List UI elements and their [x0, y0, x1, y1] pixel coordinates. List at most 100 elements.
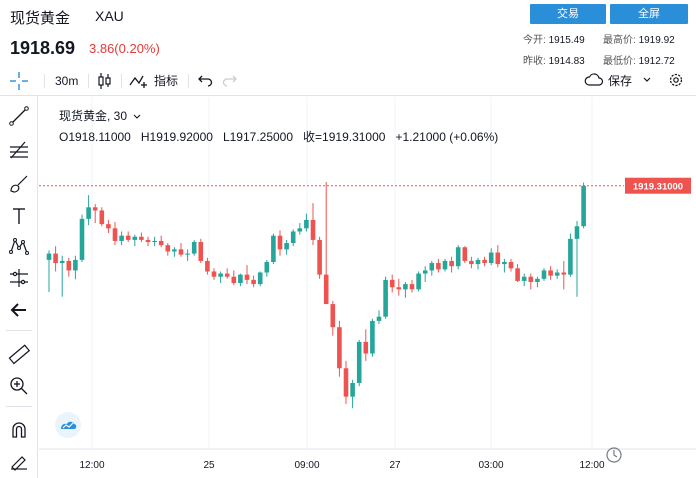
candle-body — [469, 260, 474, 265]
last-price: 1918.69 — [10, 38, 76, 58]
save-button[interactable]: 保存 — [608, 74, 633, 88]
candle — [356, 339, 362, 387]
indicators-icon[interactable] — [129, 73, 149, 91]
candle-body — [152, 240, 157, 243]
candle-body — [297, 228, 303, 232]
interval-selector[interactable]: 30m — [55, 74, 79, 88]
candle-body — [284, 243, 289, 250]
candle-body — [86, 207, 91, 219]
candle — [218, 271, 223, 284]
candle — [86, 195, 91, 226]
candlestick-type-icon[interactable] — [97, 72, 113, 90]
fib-tool-icon[interactable] — [7, 138, 31, 162]
brush-icon[interactable] — [7, 172, 31, 196]
candle-body — [389, 279, 395, 288]
candle — [251, 275, 256, 288]
candle — [548, 266, 553, 280]
candle — [277, 230, 283, 256]
candle — [165, 243, 171, 256]
candle-body — [92, 207, 98, 211]
candle-body — [257, 272, 263, 285]
candle — [158, 235, 164, 248]
candle — [469, 256, 474, 269]
ruler-icon[interactable] — [7, 342, 31, 366]
text-tool-icon[interactable] — [7, 204, 31, 228]
zoom-in-icon[interactable] — [7, 374, 31, 398]
candle — [376, 310, 382, 325]
candle-body — [277, 235, 283, 250]
candle-body — [59, 260, 65, 264]
candle — [449, 256, 454, 273]
candle-body — [211, 271, 217, 277]
candle-body — [165, 245, 171, 252]
candle-body — [535, 278, 540, 282]
low-label: 最低价: — [603, 56, 636, 67]
candle-body — [145, 239, 151, 243]
candle-body — [231, 276, 237, 284]
toolbar-divider — [121, 74, 122, 88]
price-change: 3.86(0.20%) — [89, 41, 160, 56]
low-stat: 最低价: 1912.72 — [603, 52, 675, 67]
toolbar-divider — [44, 74, 45, 88]
candle-body — [251, 279, 256, 285]
pattern-tool-icon[interactable] — [7, 234, 31, 258]
cloud-save-icon[interactable] — [584, 72, 604, 90]
candle — [112, 222, 118, 246]
candle-body — [99, 210, 105, 225]
candle — [185, 249, 190, 261]
trend-line-icon[interactable] — [7, 104, 31, 128]
chart-toolbar: 30m 指标 保存 — [0, 66, 696, 96]
candle-body — [125, 235, 131, 240]
candle-body — [191, 242, 197, 254]
candle — [79, 214, 85, 262]
candle-body — [521, 276, 527, 281]
crosshair-icon[interactable] — [8, 70, 30, 90]
candle-body — [495, 252, 501, 265]
prev-close-label: 昨收: — [523, 56, 546, 67]
candle — [561, 260, 567, 290]
symbol-code: XAU — [95, 8, 124, 24]
candle — [264, 259, 270, 277]
candle-body — [132, 236, 138, 240]
undo-icon[interactable] — [197, 73, 213, 91]
candle-body — [53, 253, 58, 264]
candle — [257, 271, 263, 287]
candle-body — [304, 219, 309, 229]
chevron-down-icon[interactable] — [642, 72, 652, 90]
candle — [244, 265, 250, 285]
x-tick-label: 03:00 — [478, 460, 503, 471]
x-tick-label: 27 — [389, 460, 401, 471]
lock-drawing-icon[interactable] — [7, 448, 31, 472]
trade-button[interactable]: 交易 — [530, 4, 606, 24]
redo-icon[interactable] — [222, 73, 238, 91]
open-stat: 今开: 1915.49 — [523, 31, 585, 46]
candle — [106, 219, 111, 234]
legend-high: H1919.92000 — [140, 130, 213, 144]
fullscreen-button[interactable]: 全屏 — [610, 4, 688, 24]
tradingview-logo[interactable] — [55, 412, 81, 438]
candle-body — [488, 252, 494, 264]
candle — [304, 213, 309, 232]
legend-change: +1.21000 (+0.06%) — [395, 130, 499, 144]
candle — [310, 203, 316, 246]
gear-icon[interactable] — [667, 71, 685, 89]
clock-icon — [604, 445, 624, 470]
candle — [178, 243, 184, 257]
last-price-label-bg — [625, 177, 691, 194]
candle — [370, 318, 375, 357]
back-arrow-icon[interactable] — [7, 298, 31, 322]
candle — [46, 250, 52, 292]
indicators-button[interactable]: 指标 — [154, 74, 179, 88]
chevron-down-icon[interactable] — [132, 112, 142, 122]
prediction-tool-icon[interactable] — [7, 266, 31, 290]
candle-body — [185, 253, 190, 255]
candle-body — [323, 274, 329, 305]
drawing-toolbar — [0, 96, 38, 478]
candle — [317, 236, 322, 279]
last-price-label: 1919.31000 — [633, 182, 683, 193]
candle-body — [429, 263, 435, 271]
price-chart[interactable]: 1919.31000 12:00 25 09:00 27 03:00 12:00 — [39, 97, 696, 478]
candle — [475, 257, 481, 270]
candle-body — [508, 261, 514, 269]
magnet-icon[interactable] — [7, 418, 31, 442]
